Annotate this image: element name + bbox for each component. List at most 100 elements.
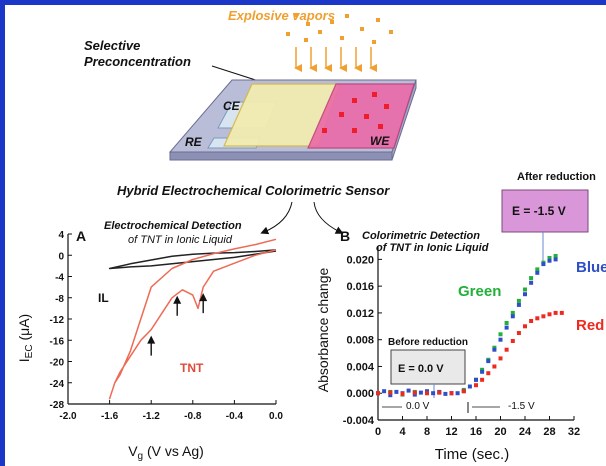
preconcentration-label-2: Preconcentration <box>84 54 191 69</box>
panel-b-point-red <box>504 347 509 352</box>
panel-a-ylabel: IEC (μA) <box>16 314 35 362</box>
explosive-vapors-label: Explosive vapors <box>228 8 335 23</box>
panel-b-point-blue <box>498 337 503 342</box>
panel-a-ytick-label: -16 <box>50 336 65 347</box>
panel-b-point-red <box>559 310 564 315</box>
panel-a-ytick-label: -12 <box>50 315 65 326</box>
panel-b-xtick-label: 20 <box>494 426 506 438</box>
before-reduction-box <box>390 349 466 385</box>
panel-b-ytick-label: 0.016 <box>346 281 374 293</box>
panel-b-point-blue <box>547 258 552 263</box>
panel-a-tnt-label: TNT <box>180 361 204 375</box>
panel-b-point-red <box>516 331 521 335</box>
panel-b-point-red <box>523 324 527 329</box>
panel-b-point-red <box>425 391 429 396</box>
panel-b-point-blue <box>529 280 534 285</box>
panel-a-peak-arrows <box>147 293 208 356</box>
panel-a-peak-arrowhead <box>147 335 156 344</box>
panel-b-point-green <box>529 276 534 281</box>
preconcentration-label-1: Selective <box>84 38 140 53</box>
panel-a-il-label: IL <box>98 291 109 305</box>
panel-a-xtick-label: 0.0 <box>269 411 283 422</box>
re-label: RE <box>185 135 203 149</box>
panel-b-point-blue <box>510 314 515 319</box>
panel-b-point-green <box>504 321 509 325</box>
panel-b-series <box>376 254 564 398</box>
panel-b-point-red <box>437 390 442 395</box>
panel-b-point-blue <box>486 359 491 364</box>
panel-b-point-blue <box>535 270 540 275</box>
panel-b-point-red <box>400 391 405 396</box>
panel-a: A Electrochemical Detection of TNT in Io… <box>16 220 283 462</box>
panel-b-point-red <box>376 391 380 396</box>
panel-b-point-blue <box>443 391 448 396</box>
panel-b-point-red <box>388 390 393 395</box>
series-label-red: Red <box>576 317 604 334</box>
panel-b-point-red <box>461 389 466 394</box>
panel-b-point-green <box>547 256 552 260</box>
panel-b: B Colorimetric Detection of TNT in Ionic… <box>315 171 606 463</box>
panel-b-title-1: Colorimetric Detection <box>362 230 480 242</box>
panel-b-point-blue <box>406 388 411 393</box>
panel-a-title-2: of TNT in Ionic Liquid <box>128 234 233 246</box>
panel-a-xtick-label: -0.4 <box>226 411 244 422</box>
panel-b-ytick-label: 0.020 <box>346 254 374 266</box>
panel-a-xtick-label: -2.0 <box>59 411 77 422</box>
panel-b-point-blue <box>382 389 387 394</box>
split-arrow-right <box>313 201 344 234</box>
panel-b-xtick-label: 28 <box>543 426 555 438</box>
panel-b-point-red <box>510 339 515 343</box>
we-label: WE <box>370 134 390 148</box>
panel-b-point-blue <box>516 302 521 307</box>
vapor-dots <box>286 13 393 44</box>
panel-b-point-blue <box>553 257 558 262</box>
panel-a-letter: A <box>76 228 86 244</box>
panel-b-point-red <box>498 356 503 361</box>
panel-b-point-blue <box>541 262 546 267</box>
sensor-slab <box>168 79 417 161</box>
panel-b-point-red <box>535 316 540 321</box>
panel-b-point-red <box>480 377 485 382</box>
panel-b-point-blue <box>474 377 478 382</box>
panel-a-xtick-label: -0.8 <box>184 411 202 422</box>
panel-a-ytick-label: -28 <box>50 400 65 411</box>
panel-a-series <box>108 238 277 400</box>
panel-b-ytick-label: -0.004 <box>343 415 375 427</box>
panel-a-ytick-label: -8 <box>55 294 64 305</box>
panel-a-xtick-label: -1.2 <box>143 411 161 422</box>
panel-b-ylabel: Absorbance change <box>315 268 331 393</box>
ce-label: CE <box>223 99 241 113</box>
panel-b-point-red <box>553 310 558 315</box>
panel-b-ytick-label: 0.012 <box>346 308 374 320</box>
panel-b-xtick-label: 4 <box>399 426 406 438</box>
panel-b-series-red <box>376 310 564 396</box>
after-reduction-value: E = -1.5 V <box>512 204 566 218</box>
panel-b-ytick-label: 0.008 <box>346 335 374 347</box>
panel-a-peak-arrowhead <box>199 293 208 302</box>
panel-b-ytick-label: 0.000 <box>346 388 374 400</box>
panel-b-xtick-label: 16 <box>470 426 482 438</box>
we-dots <box>322 92 389 133</box>
panel-a-ytick-label: 4 <box>58 230 64 241</box>
vapor-arrows <box>294 47 377 72</box>
panel-b-point-red <box>492 364 497 369</box>
panel-b-point-red <box>486 371 491 376</box>
panel-b-xtick-label: 32 <box>568 426 580 438</box>
after-reduction-box <box>501 189 589 233</box>
panel-b-point-blue <box>394 389 399 394</box>
panel-a-ytick-label: -4 <box>55 273 64 284</box>
phase-label-0v: 0.0 V <box>406 401 430 412</box>
sensor-title: Hybrid Electrochemical Colorimetric Sens… <box>117 183 390 198</box>
panel-a-series-tnt <box>108 238 277 400</box>
panel-b-point-green <box>510 310 515 315</box>
panel-b-point-blue <box>467 384 472 389</box>
panel-a-xtick-label: -1.6 <box>101 411 119 422</box>
panel-b-point-blue <box>480 369 485 374</box>
panel-b-ytick-label: 0.004 <box>346 361 374 373</box>
panel-b-point-green <box>553 254 558 258</box>
panel-a-title-1: Electrochemical Detection <box>104 220 242 232</box>
split-arrow-left <box>260 201 293 235</box>
panel-a-ytick-label: -20 <box>50 358 65 369</box>
panel-b-point-green <box>516 298 521 303</box>
